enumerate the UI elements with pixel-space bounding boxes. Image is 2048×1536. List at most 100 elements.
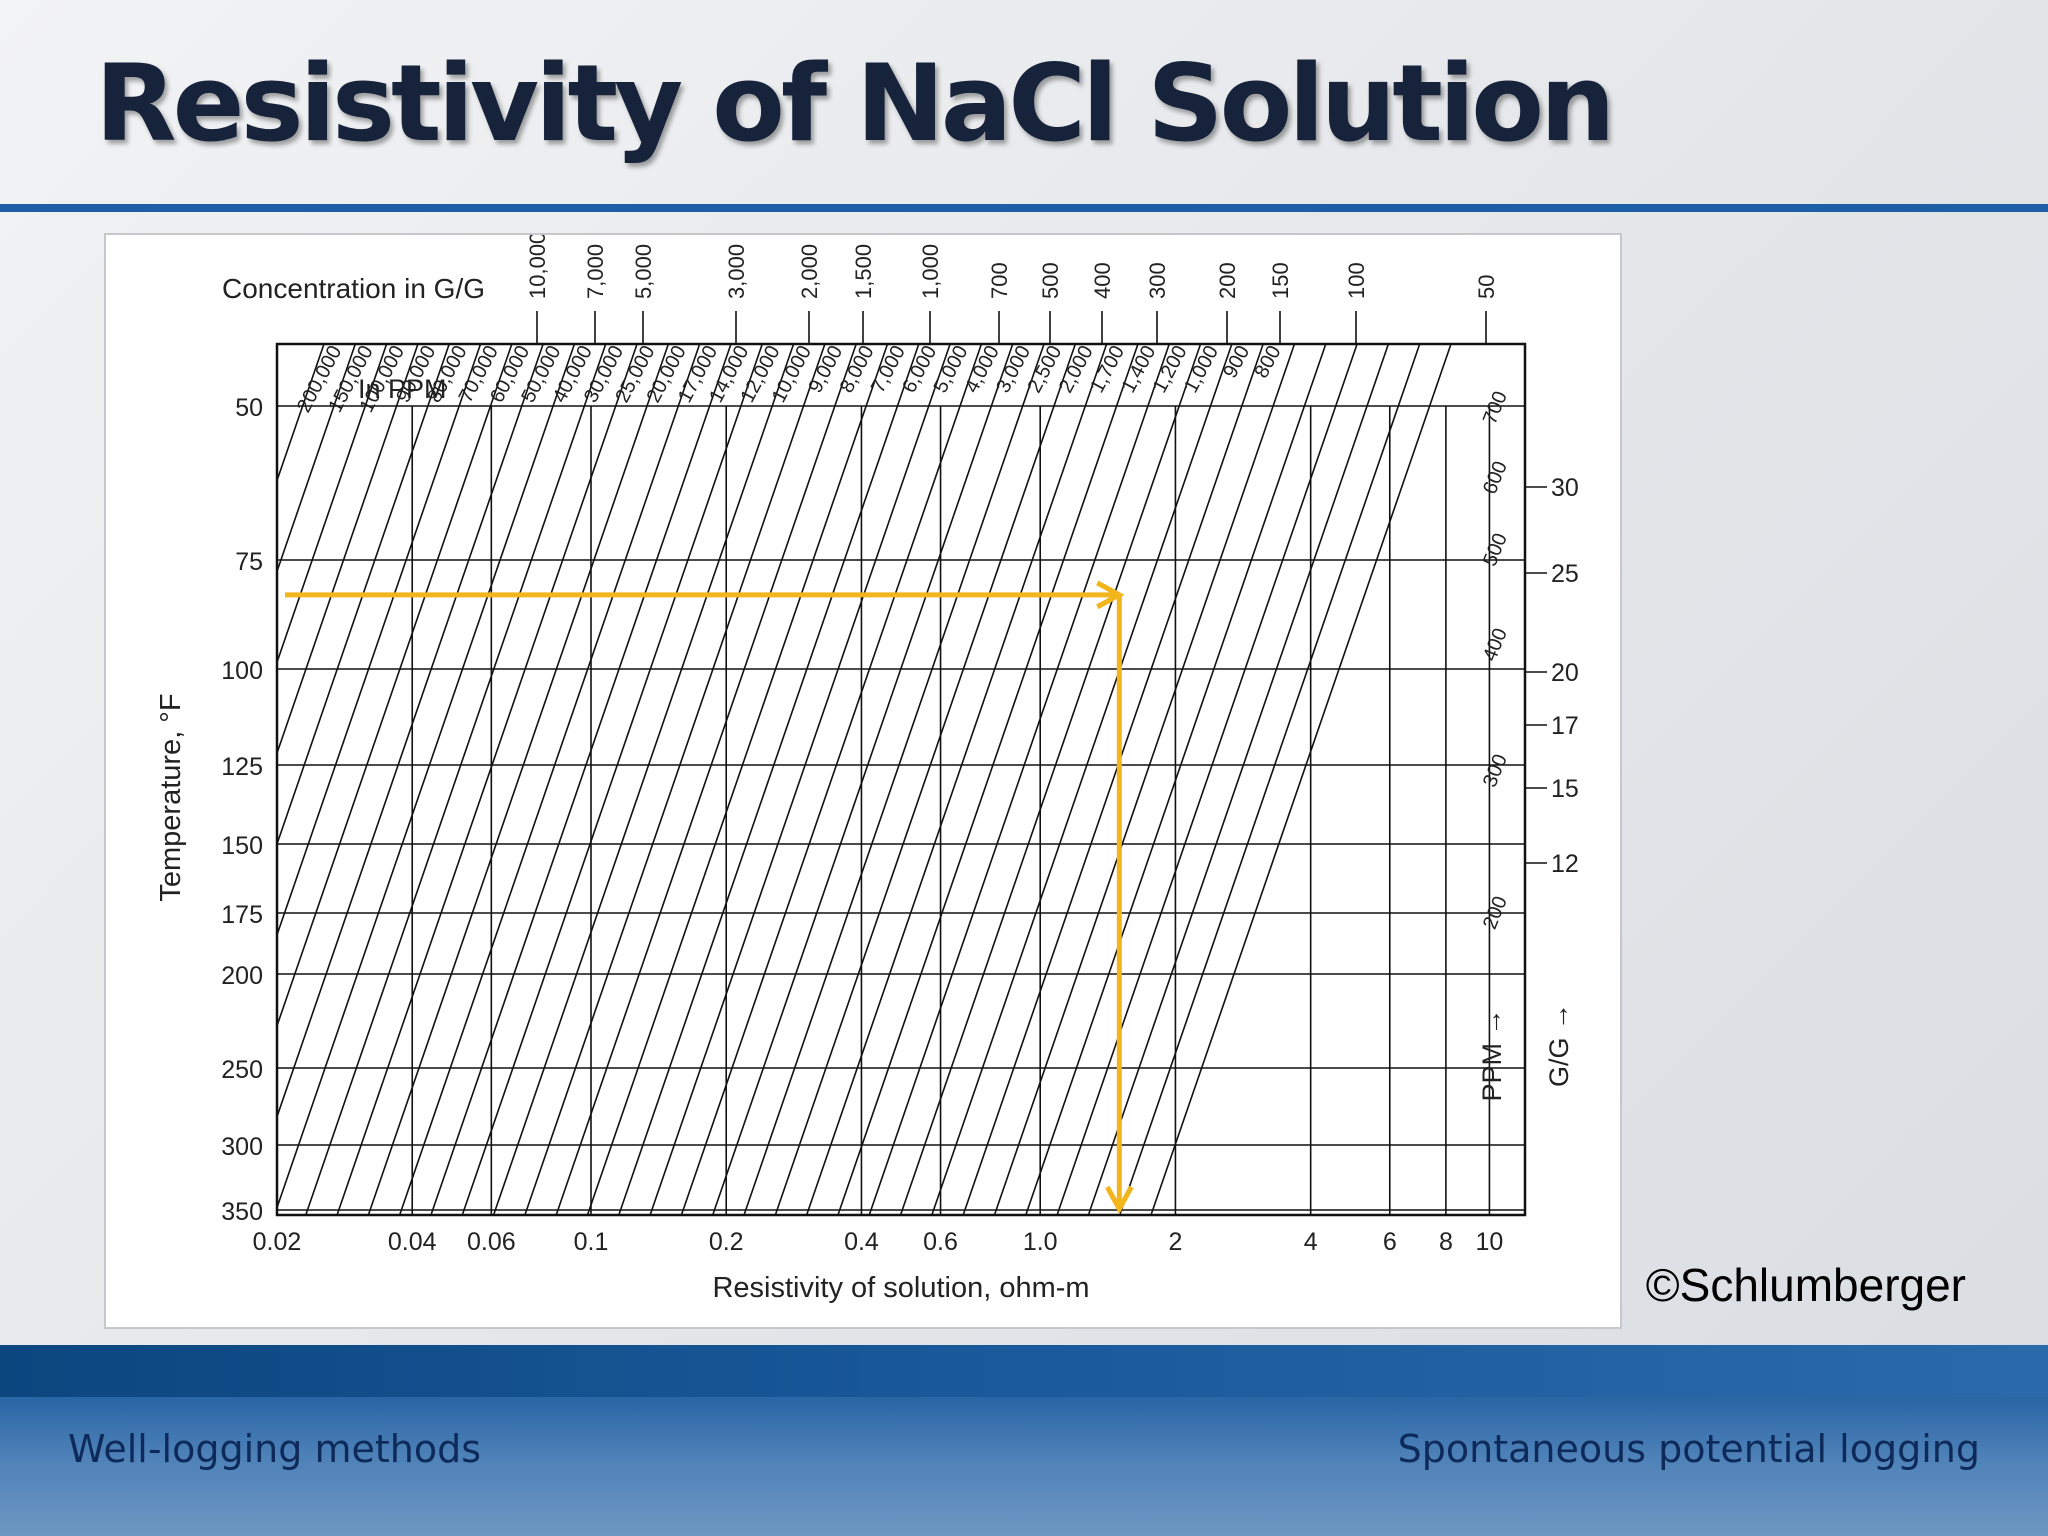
curve-layer xyxy=(276,343,1452,1216)
y-tick-label: 125 xyxy=(221,753,263,781)
y-tick-label: 200 xyxy=(221,962,263,990)
x-axis-title: Resistivity of solution, ohm-m xyxy=(712,1272,1089,1304)
arrow-layer xyxy=(285,580,1134,1215)
concentration-curve xyxy=(276,343,419,754)
concentration-curve xyxy=(868,343,1171,1216)
concentration-curve xyxy=(680,343,983,1216)
y-tick-label: 100 xyxy=(221,657,263,685)
right-ppm-label: 400 xyxy=(1479,625,1512,664)
x-tick-label: 0.02 xyxy=(253,1228,302,1256)
top-axis-label: 500 xyxy=(1038,262,1063,299)
footer-left: Well-logging methods xyxy=(68,1427,481,1471)
concentration-curve xyxy=(304,343,607,1216)
concentration-curve xyxy=(276,343,357,572)
concentration-curve xyxy=(1056,343,1358,1216)
y-tick-label: 300 xyxy=(221,1133,263,1161)
slide-title: Resistivity of NaCl Solution xyxy=(95,42,1616,165)
concentration-curve xyxy=(931,343,1233,1216)
concentration-curve xyxy=(993,343,1296,1216)
grid-layer xyxy=(275,311,1547,1217)
x-tick-label: 6 xyxy=(1383,1228,1397,1256)
x-tick-label: 4 xyxy=(1304,1228,1318,1256)
concentration-curve xyxy=(336,343,638,1216)
top-axis-label: 10,000 xyxy=(525,235,550,299)
x-tick-label: 1.0 xyxy=(1023,1228,1058,1256)
top-axis-label: 50 xyxy=(1474,275,1499,299)
x-tick-label: 0.2 xyxy=(709,1228,744,1256)
title-rule xyxy=(0,204,2048,212)
y-tick-label: 150 xyxy=(221,832,263,860)
concentration-curve xyxy=(649,343,951,1216)
copyright: ©Schlumberger xyxy=(1645,1259,1966,1311)
concentration-curve xyxy=(1025,343,1327,1216)
top-axis-label: 200 xyxy=(1215,262,1240,299)
example-arrowhead-vertical xyxy=(1105,1185,1134,1215)
concentration-curve xyxy=(367,343,670,1216)
ppm-heading: In PPM xyxy=(358,374,447,404)
concentration-curve xyxy=(524,343,826,1216)
right-ppm-label: 600 xyxy=(1479,458,1512,497)
right-gg-label: 25 xyxy=(1551,560,1579,588)
x-tick-label: 2 xyxy=(1168,1228,1182,1256)
footer-bar xyxy=(0,1345,2048,1536)
concentration-curve xyxy=(743,343,1045,1216)
concentration-curve xyxy=(711,343,1014,1216)
concentration-curve xyxy=(962,343,1264,1216)
concentration-curve xyxy=(276,343,576,1208)
top-axis-label: 150 xyxy=(1268,262,1293,299)
x-tick-label: 10 xyxy=(1476,1228,1504,1256)
concentration-curve xyxy=(1118,343,1421,1216)
concentration-curve xyxy=(276,343,513,1027)
top-axis-label: 100 xyxy=(1344,262,1369,299)
ppm-curve-label: 900 xyxy=(1219,342,1254,382)
x-tick-label: 8 xyxy=(1439,1228,1453,1256)
y-tick-label: 175 xyxy=(221,901,263,929)
y-tick-label: 250 xyxy=(221,1056,263,1084)
concentration-curve xyxy=(276,343,544,1117)
x-tick-label: 0.4 xyxy=(844,1228,879,1256)
top-axis-label: 1,000 xyxy=(918,244,943,299)
right-ppm-label: 500 xyxy=(1479,530,1512,569)
concentration-curve xyxy=(276,343,325,481)
right-ppm-axis-label: PPM → xyxy=(1477,1008,1507,1101)
y-axis-title: Temperature, °F xyxy=(155,693,187,901)
x-tick-label: 0.06 xyxy=(467,1228,516,1256)
right-gg-label: 12 xyxy=(1551,850,1579,878)
y-tick-label: 50 xyxy=(235,394,263,422)
concentration-curve xyxy=(837,343,1139,1216)
footer-right: Spontaneous potential logging xyxy=(1397,1427,1980,1471)
concentration-curve xyxy=(899,343,1202,1216)
right-gg-label: 30 xyxy=(1551,474,1579,502)
concentration-curve xyxy=(1150,343,1452,1216)
chart-frame: 50 75 100 125 150 175 200 250 300 350 0.02 0.04 0.06… xyxy=(104,233,1622,1329)
concentration-curve xyxy=(276,343,388,663)
concentration-curve xyxy=(492,343,795,1216)
ppm-curve-label: 800 xyxy=(1250,342,1285,382)
top-axis-label: 1,500 xyxy=(851,244,876,299)
right-ppm-label: 300 xyxy=(1479,751,1512,790)
top-axis-label: 400 xyxy=(1090,262,1115,299)
right-gg-label: 15 xyxy=(1551,775,1579,803)
concentration-curve xyxy=(398,343,701,1216)
concentration-curve xyxy=(276,343,482,936)
top-axis-label: 7,000 xyxy=(583,244,608,299)
top-axis-label: 300 xyxy=(1145,262,1170,299)
concentration-curve xyxy=(805,343,1108,1216)
x-tick-label: 0.1 xyxy=(574,1228,609,1256)
right-gg-label: 17 xyxy=(1551,712,1579,740)
concentration-curve xyxy=(461,343,764,1216)
concentration-curve xyxy=(618,343,920,1216)
plot-border xyxy=(275,342,1527,1217)
concentration-curve xyxy=(430,343,732,1216)
top-axis-title: Concentration in G/G xyxy=(222,273,485,304)
y-tick-label: 350 xyxy=(221,1198,263,1226)
concentration-curve xyxy=(586,343,889,1216)
right-ppm-label: 200 xyxy=(1479,893,1512,932)
top-axis-label: 5,000 xyxy=(631,244,656,299)
y-tick-label: 75 xyxy=(235,548,263,576)
right-ppm-label: 700 xyxy=(1479,388,1512,427)
top-axis-label: 3,000 xyxy=(724,244,749,299)
concentration-curve xyxy=(1087,343,1390,1216)
concentration-curve xyxy=(555,343,857,1216)
x-tick-label: 0.04 xyxy=(388,1228,437,1256)
